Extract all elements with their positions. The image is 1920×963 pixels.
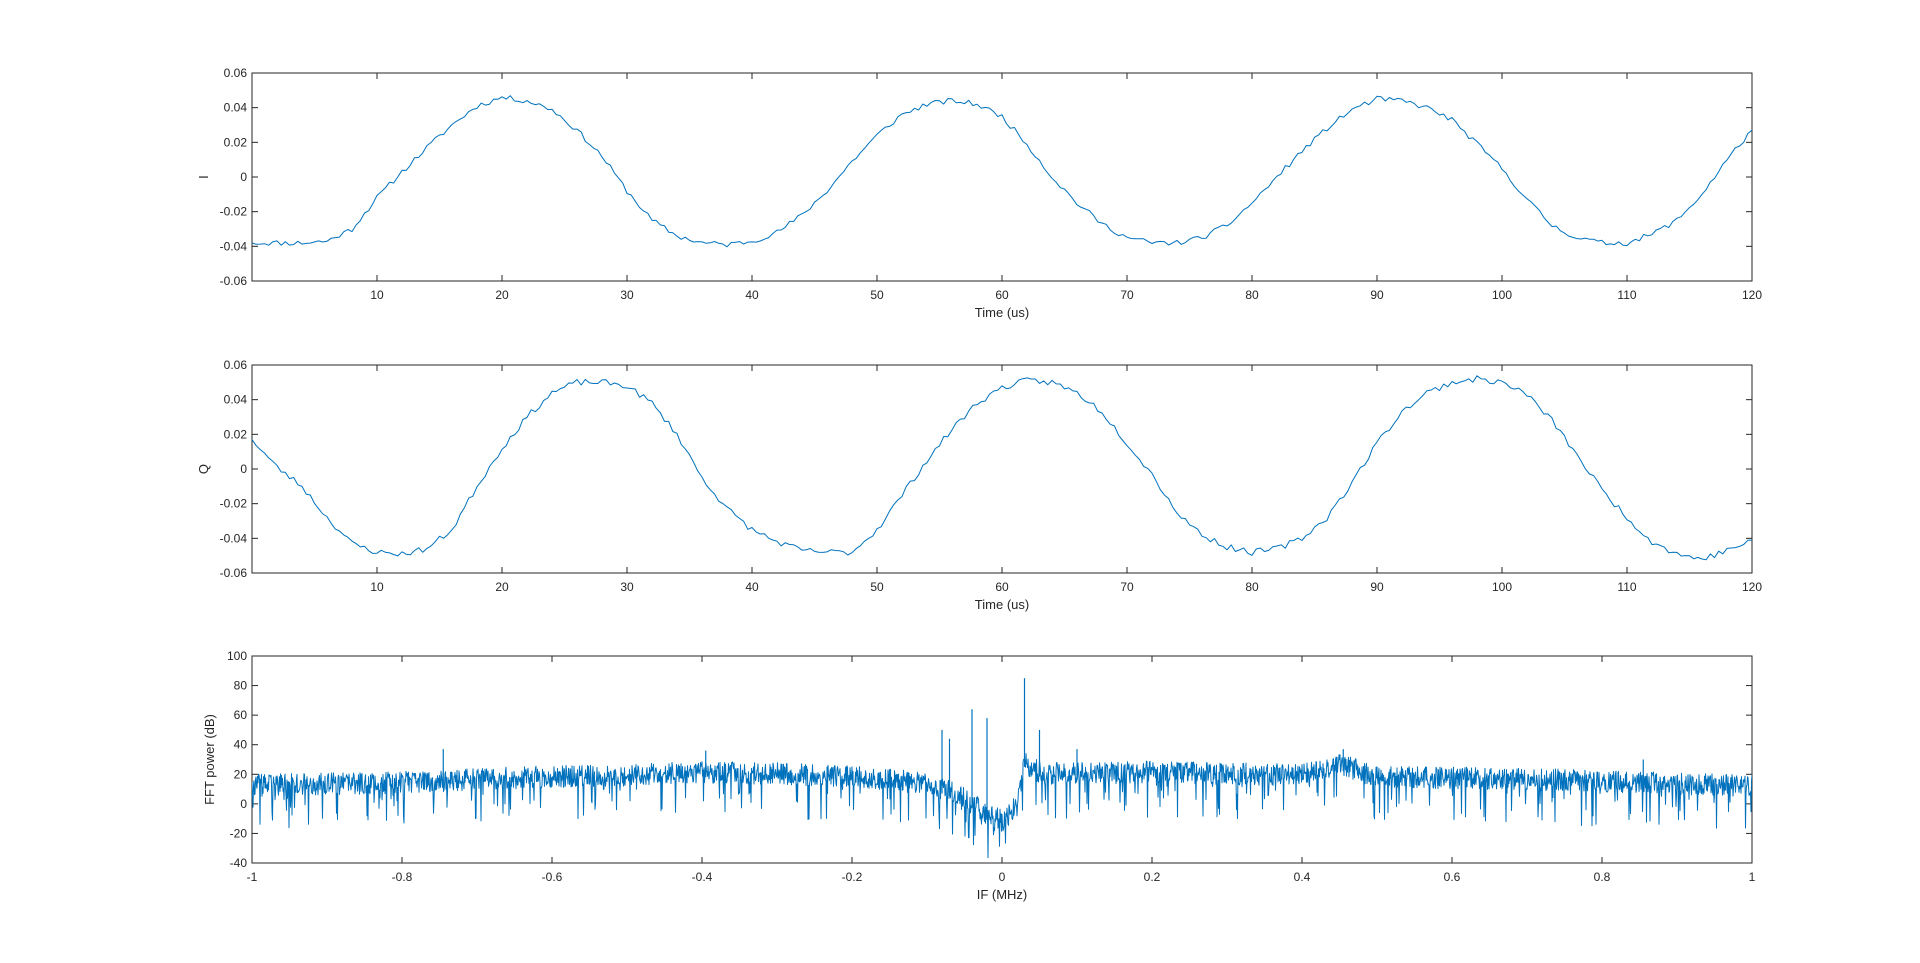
- x-tick-label: 40: [745, 580, 759, 594]
- x-tick-label: -0.2: [842, 870, 863, 884]
- y-tick-label: -20: [230, 826, 248, 840]
- x-tick-label: -1: [247, 870, 258, 884]
- x-tick-label: 20: [495, 580, 509, 594]
- axes-box: [251, 364, 1753, 574]
- signal-trace: [252, 95, 1752, 248]
- y-tick-label: 0: [240, 170, 247, 184]
- y-tick-label: -0.06: [220, 274, 248, 288]
- x-tick-label: -0.4: [692, 870, 713, 884]
- y-tick-label: 0.04: [224, 101, 248, 115]
- subplot-q-time: 10 20 30 40 50 60 70 80 90 100 110 120 -0.06 -0.04 -0.…: [196, 358, 1762, 612]
- x-tick-label: 30: [620, 580, 634, 594]
- x-tick-label: 30: [620, 288, 634, 302]
- x-tick-label: 0.6: [1444, 870, 1461, 884]
- x-tick-label: 1: [1749, 870, 1756, 884]
- y-axis-label: Q: [196, 464, 211, 474]
- x-tick-label: 100: [1492, 288, 1512, 302]
- x-tick-label: 90: [1370, 288, 1384, 302]
- signal-trace: [252, 375, 1752, 561]
- y-tick-label: 0.02: [224, 427, 248, 441]
- y-tick-label: 0.06: [224, 66, 248, 80]
- subplot-i-time: 10 20 30 40 50 60 70 80 90 100 110 120 -0.06 -0.04 -0.…: [196, 66, 1762, 320]
- y-tick-label: 40: [234, 738, 248, 752]
- x-tick-label: 100: [1492, 580, 1512, 594]
- y-tick-label: 0: [240, 797, 247, 811]
- x-axis-label: IF (MHz): [977, 887, 1028, 902]
- x-tick-label: 50: [870, 580, 884, 594]
- x-tick-label: -0.6: [542, 870, 563, 884]
- y-tick-label: 60: [234, 708, 248, 722]
- x-tick-label: 0.8: [1594, 870, 1611, 884]
- x-tick-label: 60: [995, 288, 1009, 302]
- x-tick-label: -0.8: [392, 870, 413, 884]
- y-axis-label: FFT power (dB): [202, 714, 217, 805]
- y-tick-label: 100: [227, 649, 247, 663]
- y-tick-label: -0.02: [220, 497, 248, 511]
- subplot-fft-power: -1 -0.8 -0.6 -0.4 -0.2 0 0.2 0.4 0.6 0.8 1 -40 -20 0 2…: [202, 649, 1756, 902]
- y-tick-label: 0.02: [224, 135, 248, 149]
- x-tick-label: 10: [370, 288, 384, 302]
- x-tick-label: 110: [1617, 288, 1636, 302]
- x-tick-label: 80: [1245, 580, 1259, 594]
- x-tick-label: 40: [745, 288, 759, 302]
- y-tick-label: -0.04: [220, 531, 248, 545]
- y-axis-label: I: [196, 175, 211, 179]
- x-tick-label: 110: [1617, 580, 1636, 594]
- x-tick-label: 0.2: [1144, 870, 1161, 884]
- y-tick-label: -0.04: [220, 239, 248, 253]
- x-tick-label: 120: [1742, 288, 1762, 302]
- axes-box: [251, 655, 1753, 864]
- x-tick-label: 60: [995, 580, 1009, 594]
- x-tick-label: 70: [1120, 288, 1134, 302]
- x-axis-label: Time (us): [975, 597, 1029, 612]
- x-tick-label: 20: [495, 288, 509, 302]
- x-tick-label: 120: [1742, 580, 1762, 594]
- y-tick-label: 20: [234, 767, 248, 781]
- x-tick-label: 0.4: [1294, 870, 1311, 884]
- axes-box: [251, 72, 1753, 282]
- x-tick-label: 90: [1370, 580, 1384, 594]
- y-tick-label: -0.02: [220, 205, 248, 219]
- signal-trace: [252, 753, 1752, 859]
- x-tick-label: 80: [1245, 288, 1259, 302]
- x-tick-label: 0: [999, 870, 1006, 884]
- x-axis-label: Time (us): [975, 305, 1029, 320]
- y-tick-label: 0.06: [224, 358, 248, 372]
- x-tick-label: 70: [1120, 580, 1134, 594]
- y-tick-label: -0.06: [220, 566, 248, 580]
- x-tick-label: 10: [370, 580, 384, 594]
- x-tick-label: 50: [870, 288, 884, 302]
- y-tick-label: 80: [234, 679, 248, 693]
- y-tick-label: 0: [240, 462, 247, 476]
- y-tick-label: -40: [230, 856, 248, 870]
- y-tick-label: 0.04: [224, 393, 248, 407]
